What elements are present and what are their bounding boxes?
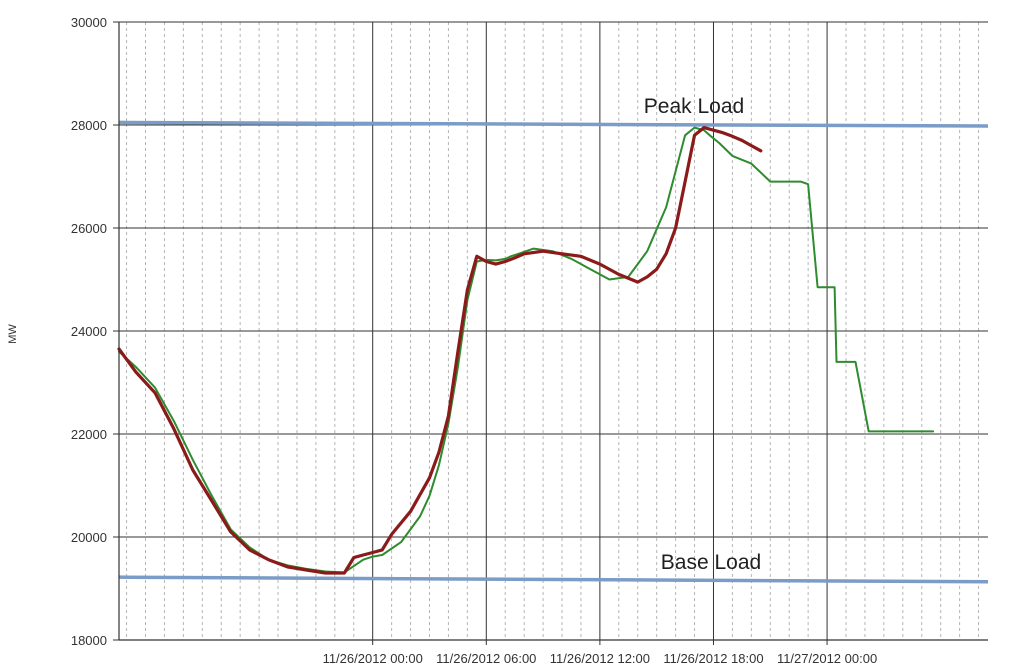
forecast-series-line [118,126,935,574]
x-tick-label: 11/26/2012 18:00 [663,651,763,666]
major-gridlines [113,21,988,645]
actual-series-line [117,125,763,575]
axes [118,22,988,641]
y-tick-label: 20000 [71,530,107,545]
x-tick-label: 11/26/2012 00:00 [323,651,423,666]
x-tick-label: 11/26/2012 06:00 [436,651,536,666]
peak-load-line [118,120,989,128]
y-tick-label: 30000 [71,15,107,30]
x-tick-label: 11/26/2012 12:00 [550,651,650,666]
y-tick-label: 28000 [71,118,107,133]
reference-lines [118,120,989,584]
y-axis-title: MW [7,324,19,344]
x-tick-label: 11/27/2012 00:00 [777,651,877,666]
series-layer [117,125,935,575]
y-tick-label: 22000 [71,427,107,442]
base-load-label: Base Load [661,551,761,574]
peak-load-label: Peak Load [644,95,744,118]
tick-labels: 18000 20000 22000 24000 26000 28000 30000 11/26… [71,15,877,666]
y-tick-label: 26000 [71,221,107,236]
y-tick-label: 24000 [71,324,107,339]
base-load-line [118,575,989,584]
y-tick-label: 18000 [71,633,107,648]
